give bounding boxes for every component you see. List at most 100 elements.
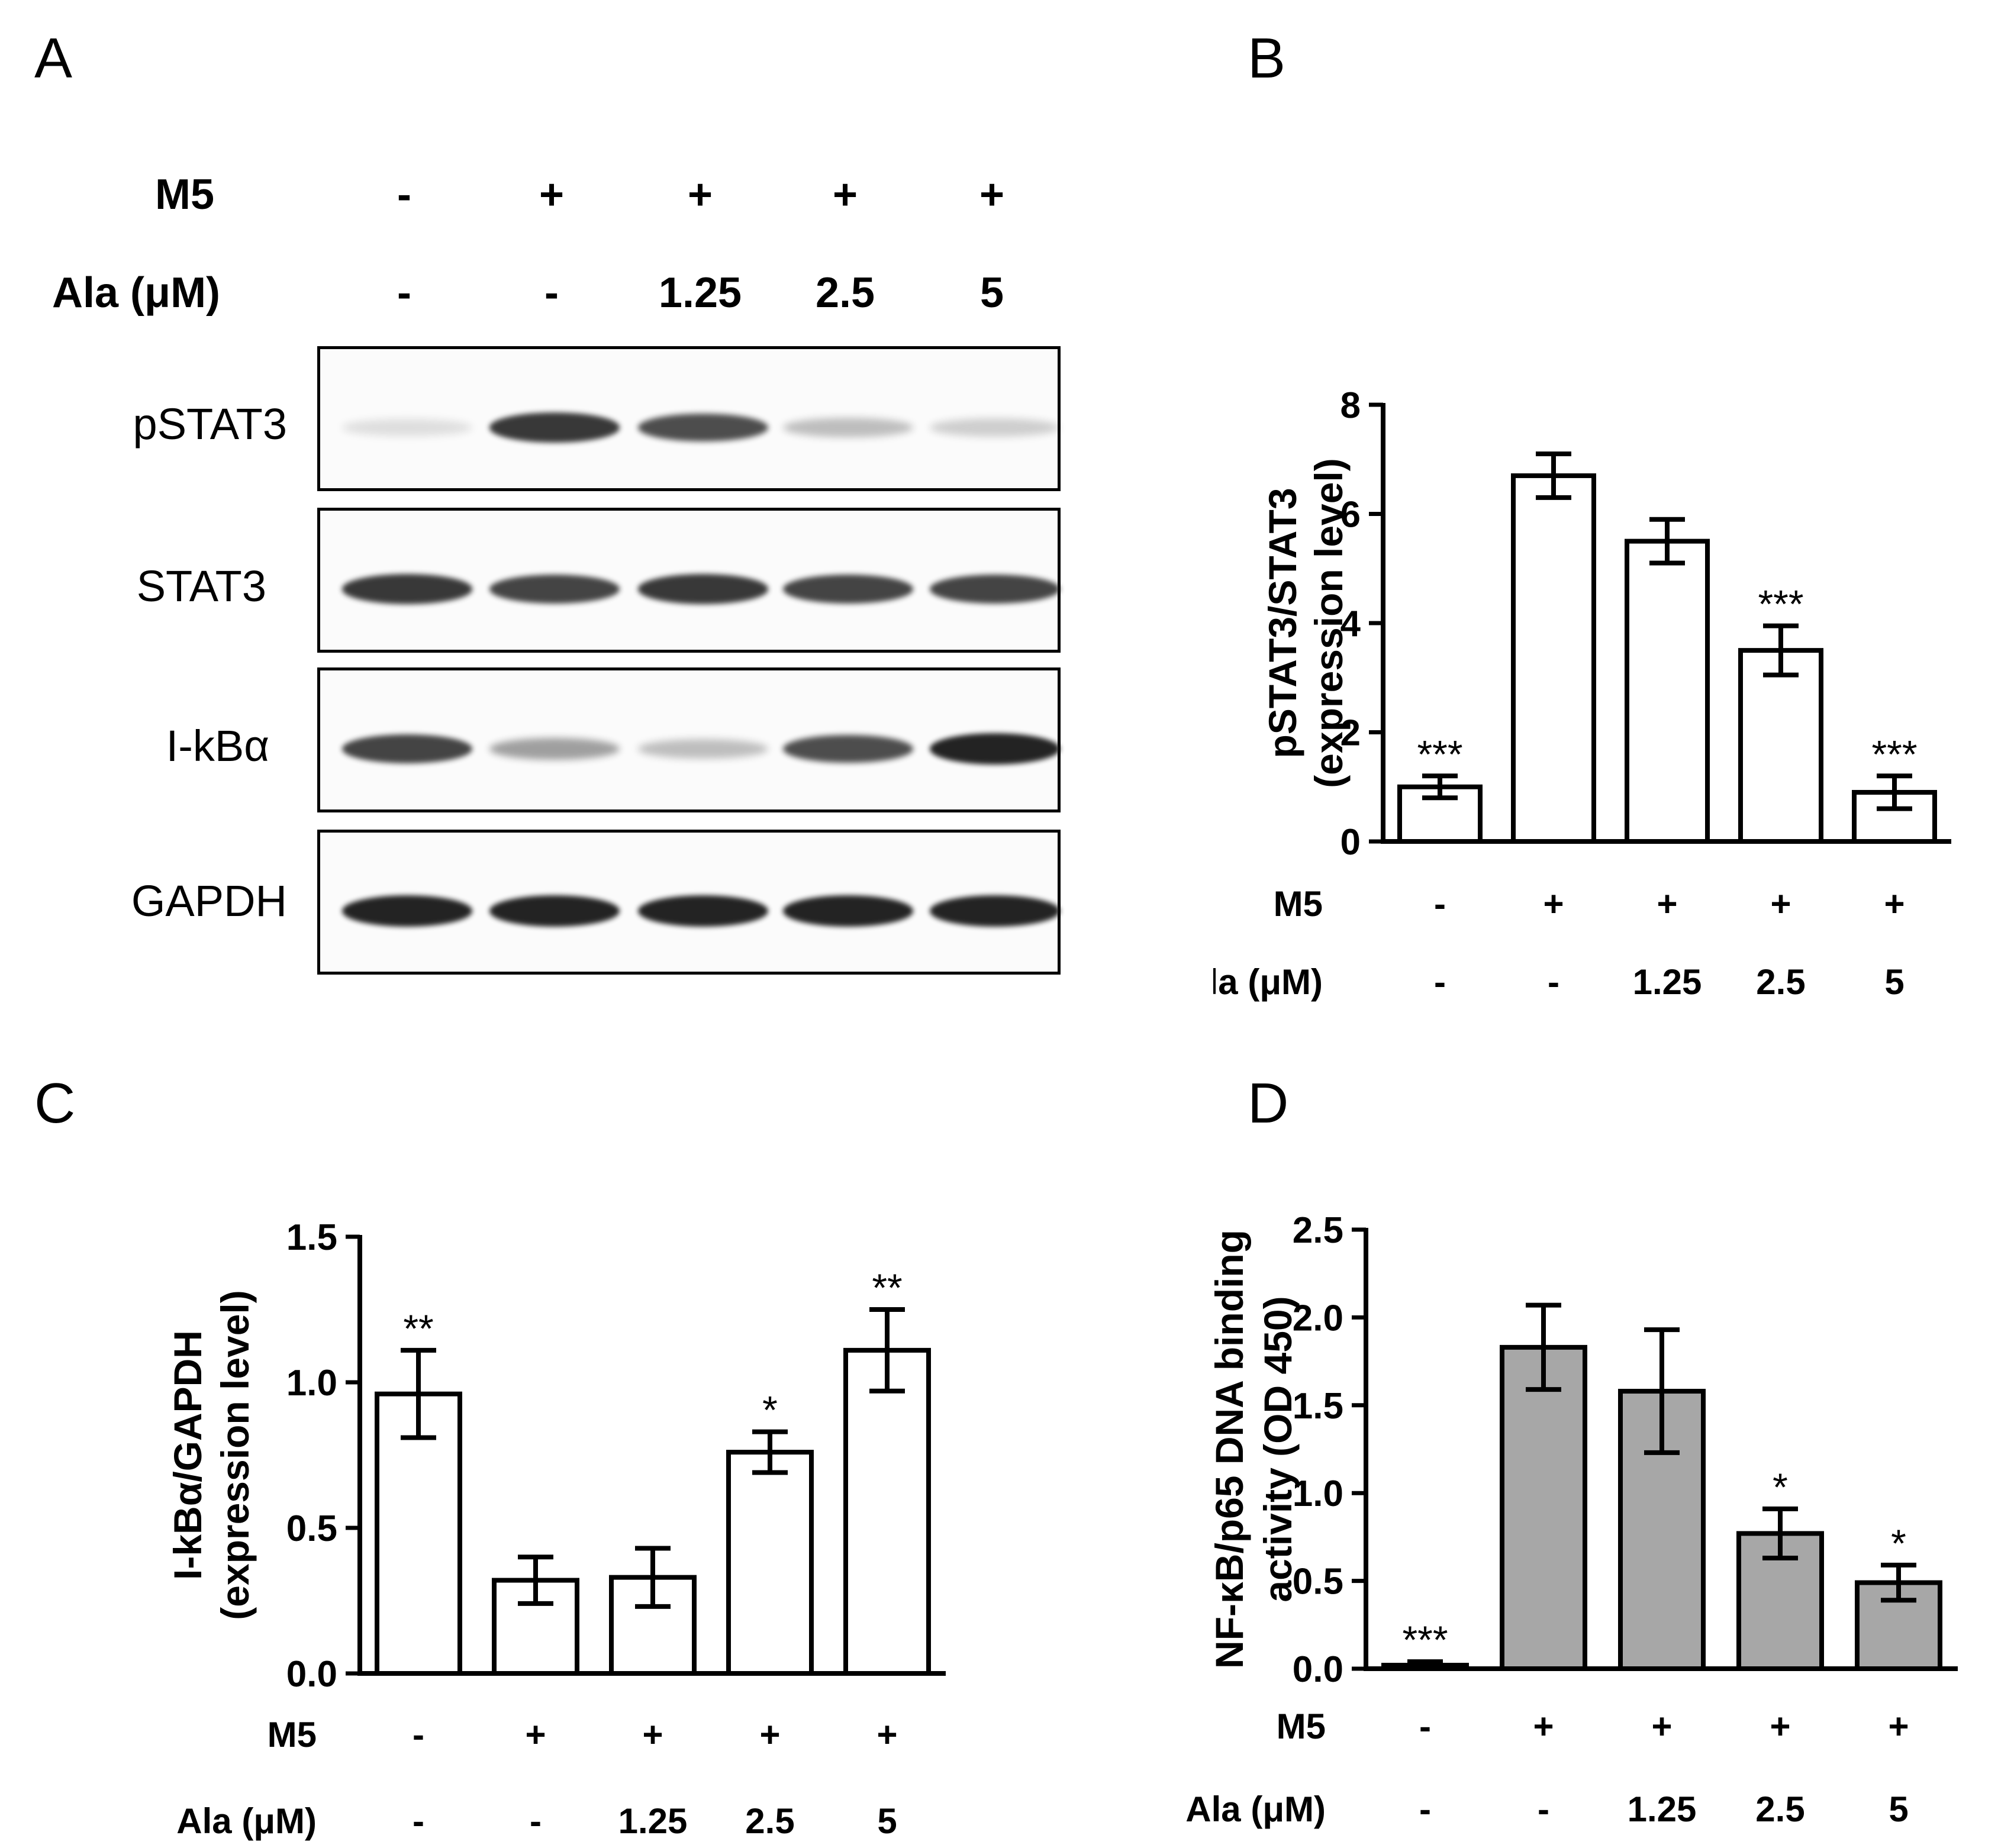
bar (1511, 473, 1596, 844)
ala-label: Ala (μM) (176, 1801, 317, 1841)
m5-label: M5 (1277, 1707, 1326, 1746)
blot-row-label: I-kBα (166, 721, 269, 770)
ala-value: - (530, 1801, 542, 1841)
significance-label: ** (403, 1307, 433, 1350)
y-tick-label: 0.5 (286, 1508, 337, 1549)
panel-letter-a: A (34, 27, 73, 90)
y-tick-label: 2.0 (1293, 1298, 1343, 1339)
blot-band (638, 413, 768, 442)
significance-label: ** (872, 1266, 902, 1310)
blot-band (930, 418, 1060, 437)
blot-band (489, 895, 620, 927)
significance-label: * (1891, 1521, 1906, 1565)
ala-value: 2.5 (1755, 1789, 1804, 1829)
ala-value: - (1538, 1789, 1549, 1829)
blot-m5-value: + (832, 171, 858, 218)
blot-row-label: GAPDH (131, 876, 287, 925)
blot-membrane-1 (317, 508, 1061, 653)
ala-value: - (1419, 1789, 1431, 1829)
blot-membrane-0 (317, 346, 1061, 491)
ala-value: 1.25 (618, 1801, 688, 1841)
m5-value: + (1770, 884, 1791, 924)
blot-membrane-2 (317, 667, 1061, 812)
y-tick-label: 1.0 (1293, 1473, 1343, 1514)
blot-band (489, 737, 620, 760)
m5-label: M5 (268, 1715, 317, 1755)
blot-band (783, 575, 913, 604)
y-axis-label: I-kBα/GAPDH (166, 1330, 210, 1580)
bar (375, 1391, 462, 1676)
m5-label: M5 (1274, 884, 1323, 924)
y-tick-label: 1.5 (286, 1217, 337, 1258)
y-axis-label: (expression level) (213, 1290, 257, 1620)
chart-ikba: 0.0 0.5 1.0 1.5 I-kBα/GAPDH (expression level… (166, 1217, 946, 1841)
y-axis-label: (expression level) (1307, 458, 1351, 788)
panel-letter-d: D (1248, 1072, 1289, 1135)
blot-ala-label: Ala (μM) (52, 269, 221, 317)
blot-m5-label: M5 (155, 171, 215, 218)
significance-label: *** (1402, 1618, 1448, 1662)
ala-value: - (413, 1801, 424, 1841)
m5-value: + (525, 1715, 546, 1755)
blot-ala-value: 2.5 (815, 269, 875, 317)
blot-m5-value: - (397, 171, 411, 218)
significance-label: * (762, 1388, 778, 1432)
bar (1625, 538, 1710, 844)
blot-band (930, 575, 1060, 604)
blot-ala-value: - (397, 269, 411, 317)
ala-label: Ala (μM) (1213, 962, 1323, 1002)
y-axis-label: NF-κB/p65 DNA binding (1207, 1230, 1251, 1669)
panel-letter-c: C (34, 1072, 76, 1135)
bar (726, 1450, 814, 1676)
y-tick-label: 0.5 (1293, 1562, 1343, 1602)
m5-value: + (1884, 884, 1905, 924)
blot-band (489, 575, 620, 604)
m5-value: + (1888, 1707, 1909, 1746)
y-tick-label: 0.0 (1293, 1649, 1343, 1690)
blot-band (930, 895, 1060, 927)
m5-value: + (759, 1715, 780, 1755)
ala-value: 5 (1884, 962, 1904, 1002)
ala-value: 5 (1889, 1789, 1908, 1829)
y-tick-label: 2.5 (1293, 1210, 1343, 1251)
blot-band (930, 733, 1060, 765)
m5-value: + (1533, 1707, 1554, 1746)
y-tick-label: 0.0 (286, 1654, 337, 1695)
blot-ala-value: 5 (979, 269, 1004, 317)
bar (1852, 789, 1937, 844)
m5-value: + (1543, 884, 1564, 924)
blot-band (783, 734, 913, 763)
m5-value: + (1657, 884, 1677, 924)
blot-band (342, 895, 472, 927)
chart-pstat3: 0 2 4 6 8 pSTAT3/STAT3 (expression level) *** - -… (1213, 385, 1951, 1002)
y-tick-label: 2 (1340, 713, 1361, 754)
m5-value: - (413, 1715, 424, 1755)
blot-band (638, 738, 768, 759)
ala-value: - (1548, 962, 1559, 1002)
significance-label: *** (1417, 732, 1462, 776)
ala-value: 1.25 (1628, 1789, 1697, 1829)
m5-value: + (1651, 1707, 1672, 1746)
blot-band (638, 895, 768, 927)
blot-m5-value: + (539, 171, 565, 218)
blot-band (638, 574, 768, 604)
significance-label: *** (1871, 732, 1917, 776)
blot-ala-value: - (544, 269, 559, 317)
blot-band (342, 418, 472, 437)
bar (1500, 1344, 1587, 1671)
blot-row-label: pSTAT3 (133, 399, 287, 449)
y-axis-label: pSTAT3/STAT3 (1261, 488, 1304, 758)
blot-m5-value: + (979, 171, 1005, 218)
blot-band (342, 574, 472, 604)
m5-value: - (1434, 884, 1446, 924)
blot-membrane-3 (317, 830, 1061, 975)
ala-value: - (1434, 962, 1446, 1002)
m5-value: + (1770, 1707, 1790, 1746)
y-tick-label: 6 (1340, 495, 1361, 536)
m5-value: + (642, 1715, 663, 1755)
blot-band (783, 417, 913, 438)
m5-value: + (877, 1715, 897, 1755)
bar (843, 1347, 931, 1676)
y-tick-label: 1.5 (1293, 1386, 1343, 1427)
ala-value: 1.25 (1633, 962, 1702, 1002)
